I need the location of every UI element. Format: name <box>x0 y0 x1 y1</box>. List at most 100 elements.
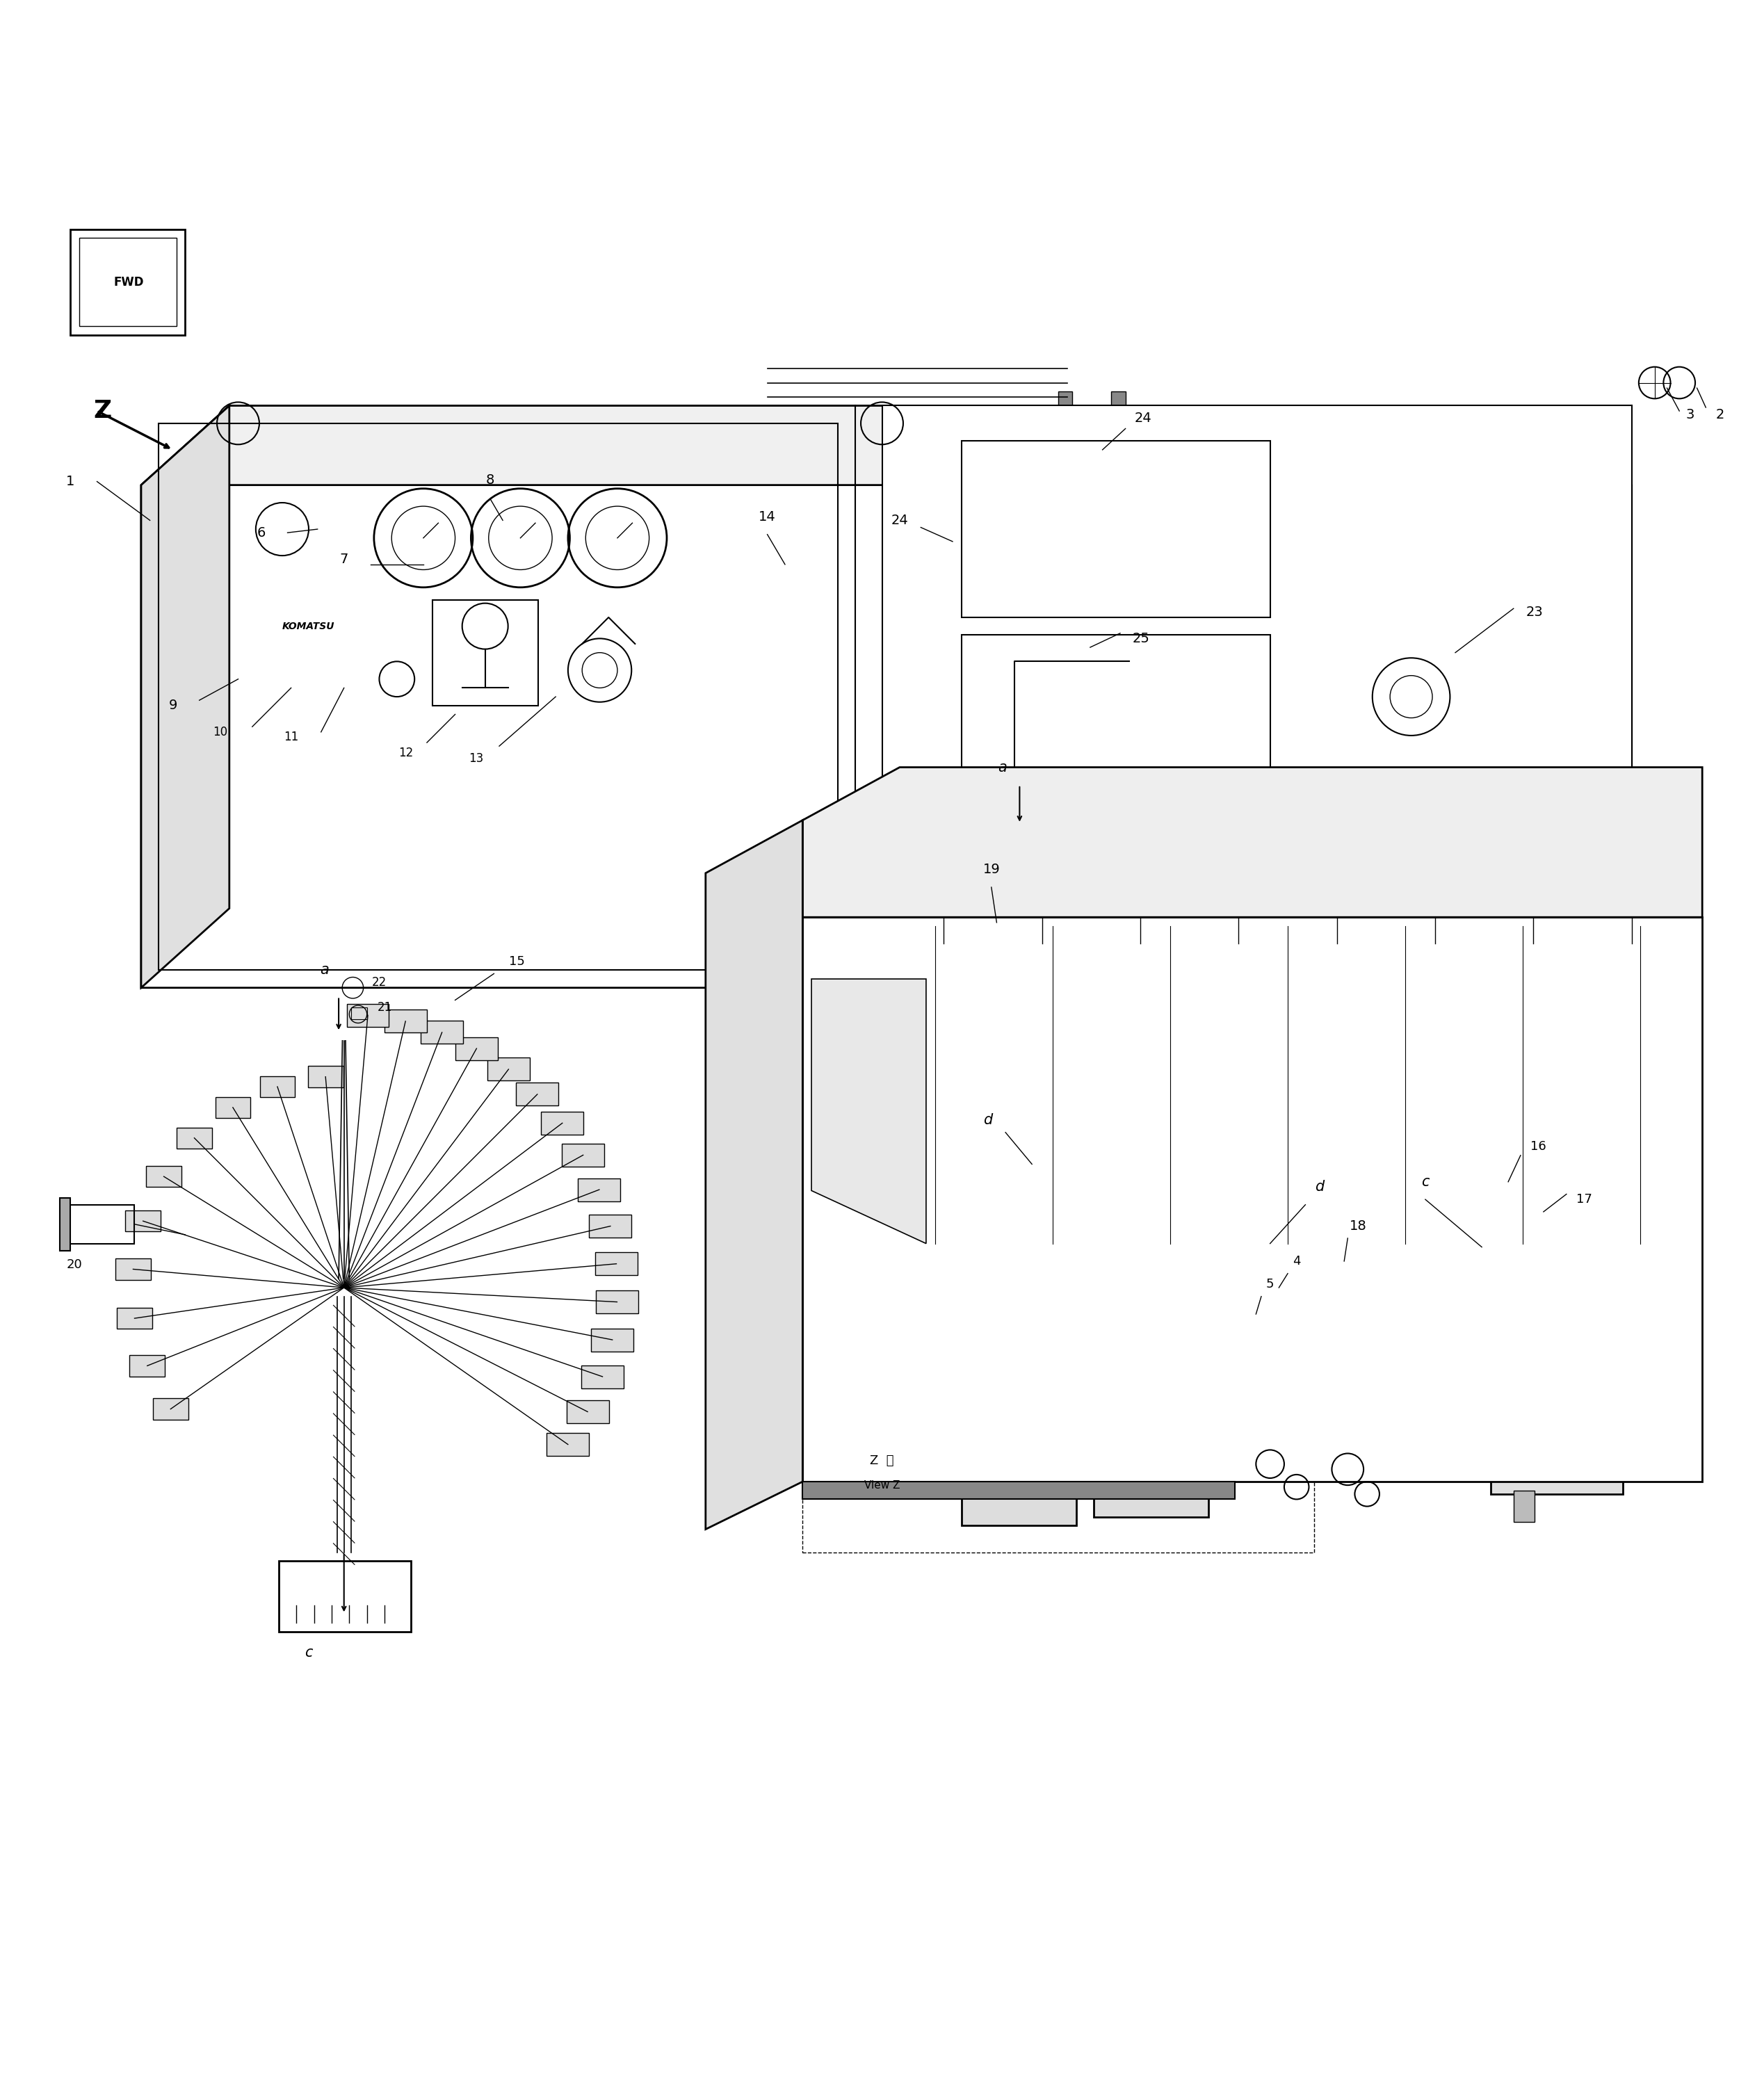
Bar <box>270 638 309 705</box>
Bar <box>517 1083 559 1106</box>
Bar <box>1312 1287 1362 1419</box>
Bar <box>351 1008 367 1020</box>
Text: 15: 15 <box>508 955 526 968</box>
Bar <box>153 1398 189 1419</box>
Text: 8: 8 <box>487 472 494 487</box>
Bar <box>385 1010 427 1033</box>
Bar <box>923 945 961 1173</box>
Bar <box>146 1165 182 1188</box>
Text: 16: 16 <box>1531 1140 1545 1152</box>
Polygon shape <box>141 405 229 989</box>
Bar <box>332 676 353 697</box>
Bar <box>129 1356 164 1377</box>
Polygon shape <box>882 405 1632 989</box>
Bar <box>953 1287 1002 1419</box>
Bar <box>556 661 591 705</box>
Bar <box>60 1199 71 1251</box>
Bar <box>542 1112 584 1136</box>
Text: c: c <box>305 1646 312 1660</box>
Text: 3: 3 <box>1686 407 1693 422</box>
Text: 10: 10 <box>213 726 228 739</box>
Text: 9: 9 <box>169 699 176 712</box>
Bar <box>455 1037 497 1060</box>
Text: c: c <box>1422 1175 1429 1188</box>
Text: 25: 25 <box>1132 632 1150 644</box>
Bar <box>422 1020 464 1043</box>
Polygon shape <box>803 1482 1235 1499</box>
Text: 5: 5 <box>1267 1278 1274 1291</box>
Text: d: d <box>1314 1180 1325 1194</box>
Text: 14: 14 <box>759 510 776 523</box>
Bar <box>115 1259 150 1280</box>
Text: 7: 7 <box>340 552 348 567</box>
Text: a: a <box>997 760 1007 775</box>
Bar <box>259 1077 295 1098</box>
Bar <box>1073 1287 1122 1419</box>
Text: d: d <box>983 1112 993 1127</box>
Bar <box>1415 945 1454 1173</box>
Text: 19: 19 <box>983 863 1000 875</box>
Text: 17: 17 <box>1575 1192 1593 1205</box>
Bar <box>961 1446 1076 1526</box>
Bar <box>1118 945 1157 1173</box>
Bar <box>1192 1287 1242 1419</box>
Bar <box>1611 945 1649 1173</box>
Text: 24: 24 <box>891 514 908 527</box>
Bar <box>487 1058 529 1081</box>
Text: Z: Z <box>93 399 111 422</box>
Bar <box>1058 393 1073 418</box>
Bar <box>67 1205 134 1243</box>
Bar <box>594 1253 637 1276</box>
Polygon shape <box>71 229 185 336</box>
Bar <box>1316 945 1355 1173</box>
Text: View Z: View Z <box>864 1480 900 1490</box>
Text: 11: 11 <box>284 730 298 743</box>
Bar <box>1021 945 1060 1173</box>
Bar <box>803 1429 1314 1551</box>
Bar <box>279 1562 411 1631</box>
Bar <box>323 638 362 705</box>
Text: 24: 24 <box>1134 411 1152 424</box>
Text: 20: 20 <box>67 1259 81 1272</box>
Bar <box>579 1178 621 1201</box>
Bar <box>566 1400 609 1423</box>
Text: 1: 1 <box>67 474 74 489</box>
Text: 23: 23 <box>1526 605 1544 619</box>
Text: 12: 12 <box>399 747 413 760</box>
Text: FWD: FWD <box>113 275 145 288</box>
Bar <box>596 1291 639 1314</box>
Bar <box>582 1364 624 1387</box>
Text: 13: 13 <box>469 751 483 764</box>
Bar <box>226 676 247 697</box>
Bar <box>1514 1490 1535 1522</box>
Bar <box>1337 1463 1358 1482</box>
Polygon shape <box>141 405 1632 485</box>
Text: KOMATSU: KOMATSU <box>282 621 335 632</box>
Bar <box>547 1434 589 1457</box>
Bar <box>116 1308 152 1329</box>
Polygon shape <box>706 821 803 1530</box>
Bar <box>1432 1287 1482 1419</box>
Polygon shape <box>856 989 970 1058</box>
Bar <box>1111 393 1125 418</box>
Bar <box>1491 1406 1623 1494</box>
Text: 21: 21 <box>377 1001 392 1014</box>
Bar <box>215 1098 250 1119</box>
Text: 2: 2 <box>1716 407 1723 422</box>
Text: 4: 4 <box>1293 1255 1300 1268</box>
Polygon shape <box>803 768 1702 917</box>
Polygon shape <box>803 917 1702 1482</box>
Text: 18: 18 <box>1349 1220 1367 1232</box>
Bar <box>1094 1446 1208 1518</box>
Polygon shape <box>141 405 1632 989</box>
Bar <box>563 1144 605 1167</box>
Bar <box>589 1215 632 1238</box>
Bar <box>1552 1287 1602 1419</box>
Bar <box>1485 1419 1496 1480</box>
Text: Z  視: Z 視 <box>870 1455 894 1467</box>
Bar <box>125 1211 161 1232</box>
Polygon shape <box>811 978 926 1243</box>
Bar <box>348 1003 390 1026</box>
Bar <box>279 676 300 697</box>
Bar <box>591 1329 633 1352</box>
